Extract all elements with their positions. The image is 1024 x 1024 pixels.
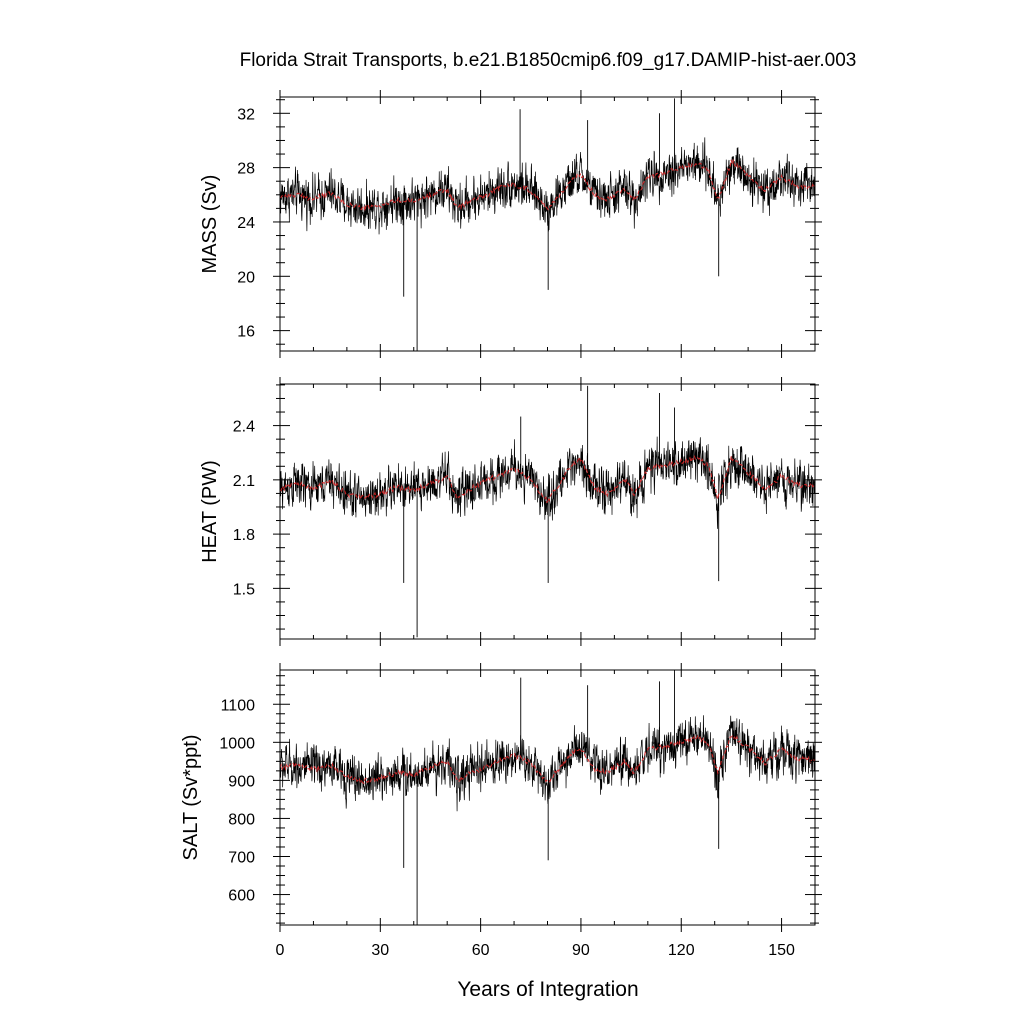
panel-1: 1.5 1.8 2.1 2.4 HEAT (PW) [199,377,822,646]
y-tick-label: 1100 [221,697,256,714]
x-tick-label: 150 [768,942,795,959]
raw-series-line [280,436,815,529]
y-axis-label: HEAT (PW) [199,460,221,563]
raw-series-line [280,715,815,812]
y-tick-label: 1.5 [233,581,255,598]
y-tick-label: 24 [237,215,255,232]
x-tick-label: 60 [472,942,490,959]
y-tick-label: 1.8 [233,527,255,544]
y-axis-label: SALT (Sv*ppt) [180,735,202,861]
y-tick-label: 16 [237,324,255,341]
y-tick-label: 32 [237,106,255,123]
y-tick-label: 1000 [219,735,255,752]
smoothed-series-line [280,158,815,211]
y-tick-label: 600 [228,888,255,905]
y-axis-label: MASS (Sv) [199,175,221,274]
smoothed-series-line [280,454,815,504]
y-tick-label: 2.4 [233,419,255,436]
x-axis-label: Years of Integration [457,978,638,1001]
smoothed-series-line [280,734,815,785]
panel-0: 16 20 24 28 32 MASS (Sv) [199,90,822,358]
x-tick-label: 30 [371,942,389,959]
y-tick-label: 900 [228,773,255,790]
y-tick-label: 28 [237,161,255,178]
y-tick-label: 800 [228,811,255,828]
raw-series-line [280,137,815,235]
x-tick-label: 120 [668,942,695,959]
y-tick-label: 20 [237,269,255,286]
y-tick-label: 2.1 [233,473,255,490]
chart-title: Florida Strait Transports, b.e21.B1850cm… [240,50,857,71]
panel-2: 0 30 60 90 120 150 600 700 800 900 1000 1100 SALT (S… [180,663,822,959]
x-tick-label: 90 [572,942,590,959]
y-tick-label: 700 [228,849,255,866]
x-tick-label: 0 [276,942,285,959]
panels: 16 20 24 28 32 MASS (Sv) 1.5 1.8 2.1 2.4 HEAT (PW)… [180,90,822,959]
